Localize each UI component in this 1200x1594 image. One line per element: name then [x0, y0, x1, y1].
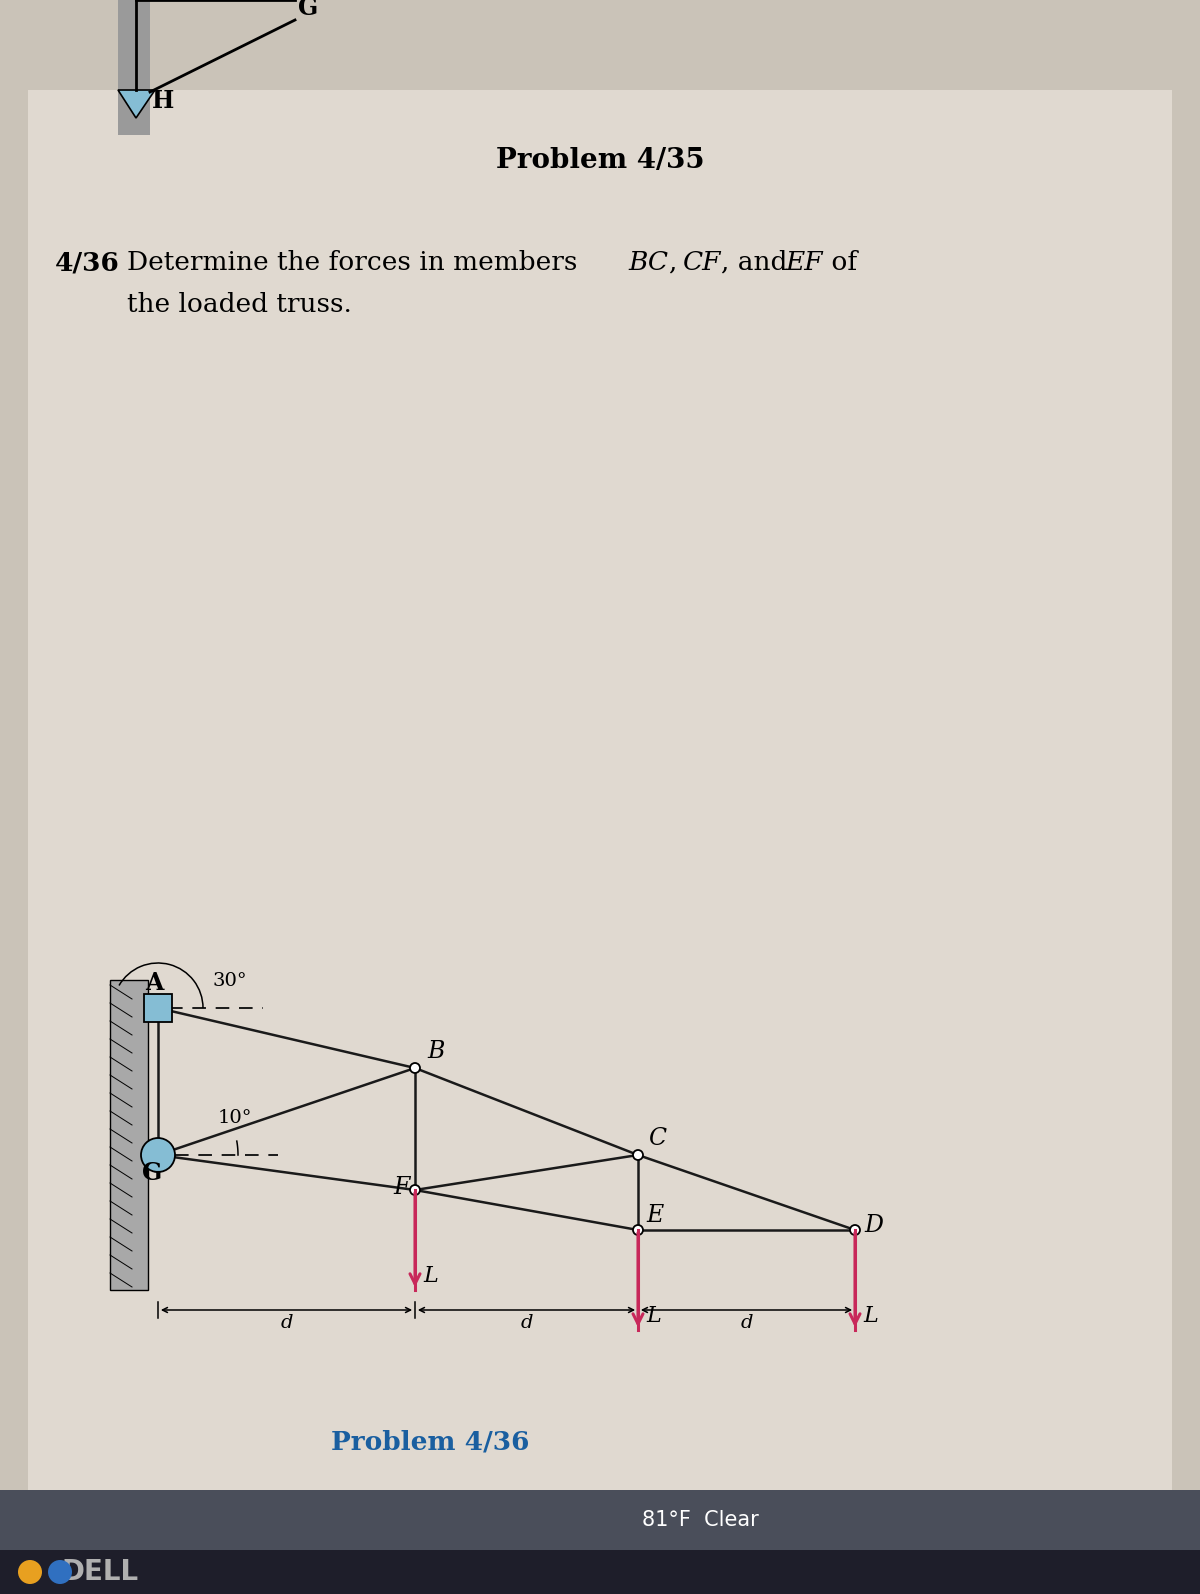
- FancyBboxPatch shape: [110, 980, 148, 1290]
- Text: L: L: [863, 1305, 877, 1326]
- Text: B: B: [427, 1039, 444, 1063]
- Text: d: d: [281, 1313, 293, 1333]
- Circle shape: [850, 1226, 860, 1235]
- Text: F: F: [394, 1176, 409, 1199]
- Text: BC: BC: [628, 250, 668, 276]
- Circle shape: [410, 1184, 420, 1196]
- FancyBboxPatch shape: [0, 1490, 1200, 1549]
- FancyBboxPatch shape: [144, 995, 172, 1022]
- Text: Determine the forces in members: Determine the forces in members: [127, 250, 586, 276]
- Text: d: d: [521, 1313, 533, 1333]
- Circle shape: [142, 1138, 175, 1172]
- Text: d: d: [740, 1313, 752, 1333]
- Circle shape: [634, 1149, 643, 1160]
- Circle shape: [634, 1226, 643, 1235]
- Text: DELL: DELL: [61, 1557, 138, 1586]
- Text: EF: EF: [785, 250, 822, 276]
- Text: CF: CF: [683, 250, 721, 276]
- Text: L: L: [424, 1266, 438, 1286]
- Text: A: A: [145, 971, 163, 995]
- Text: D: D: [864, 1215, 883, 1237]
- FancyBboxPatch shape: [0, 1549, 1200, 1594]
- Text: Problem 4/35: Problem 4/35: [496, 147, 704, 174]
- FancyBboxPatch shape: [28, 89, 1172, 1540]
- Circle shape: [410, 1063, 420, 1073]
- Text: of: of: [823, 250, 857, 276]
- Text: G: G: [298, 0, 318, 21]
- Text: E: E: [646, 1203, 664, 1227]
- Text: the loaded truss.: the loaded truss.: [127, 292, 352, 317]
- Text: Problem 4/36: Problem 4/36: [331, 1430, 529, 1455]
- Text: ,: ,: [668, 250, 677, 276]
- Text: 10°: 10°: [218, 1109, 252, 1127]
- Text: C: C: [648, 1127, 666, 1149]
- Text: 81°F  Clear: 81°F Clear: [642, 1510, 758, 1530]
- FancyBboxPatch shape: [118, 0, 150, 135]
- Text: Article 4/4   Problems   193: Article 4/4 Problems 193: [436, 1513, 764, 1535]
- Circle shape: [48, 1561, 72, 1584]
- Text: G: G: [142, 1160, 162, 1184]
- Polygon shape: [118, 89, 155, 118]
- Text: 30°: 30°: [214, 972, 247, 990]
- Text: , and: , and: [721, 250, 787, 276]
- Text: L: L: [646, 1305, 661, 1326]
- Circle shape: [18, 1561, 42, 1584]
- Text: 4/36: 4/36: [55, 250, 120, 276]
- Text: H: H: [152, 89, 174, 113]
